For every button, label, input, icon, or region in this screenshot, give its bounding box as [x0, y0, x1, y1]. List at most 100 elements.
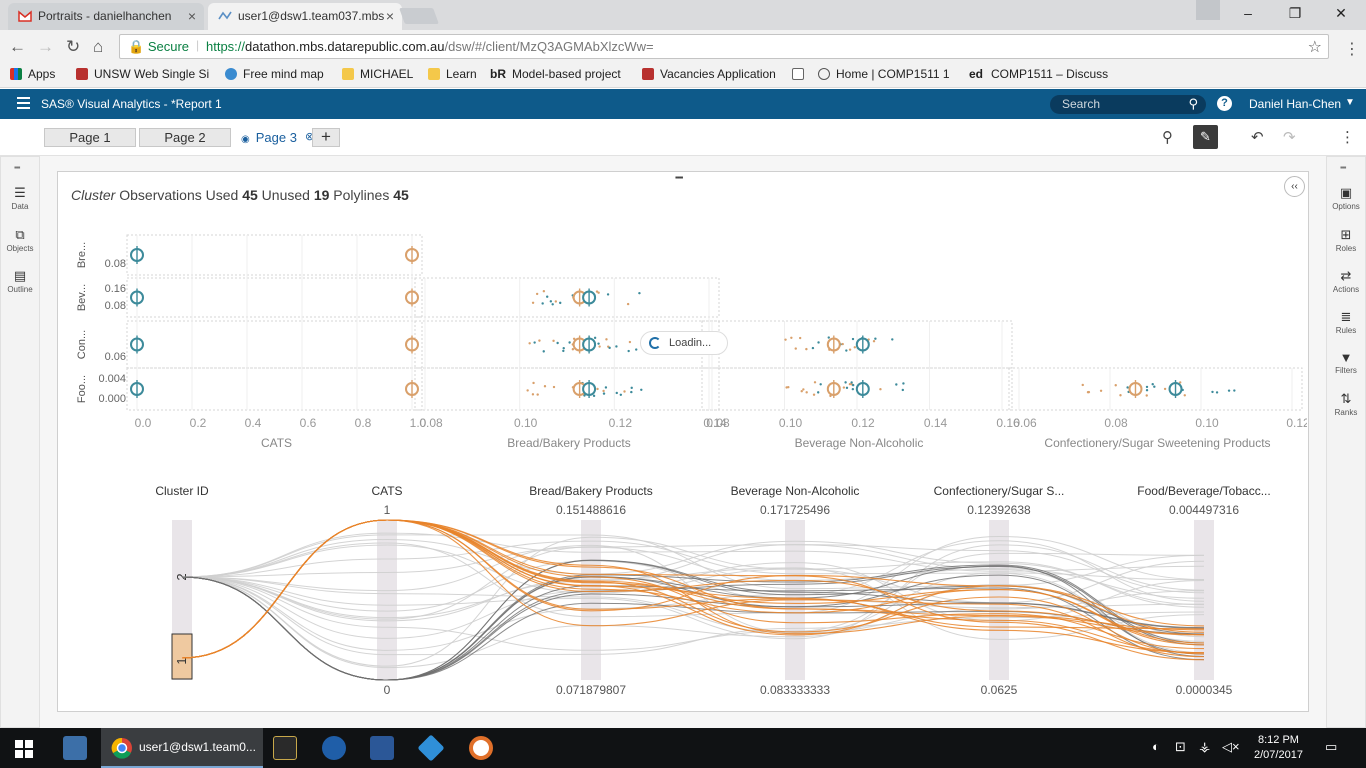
sas-search-input[interactable]: Search ⚲ [1050, 95, 1206, 114]
word-icon[interactable] [370, 736, 394, 760]
tab-title: Portraits - danielhanchen [38, 9, 172, 23]
redo-icon[interactable]: ↷ [1283, 129, 1296, 146]
data-point [605, 338, 608, 341]
rail-ranks[interactable]: ⇅ Ranks [1327, 391, 1365, 417]
rail-actions[interactable]: ⇄ Actions [1327, 268, 1365, 294]
search-icon[interactable]: ⚲ [1188, 96, 1198, 111]
folder-icon [428, 68, 440, 80]
browser-tab-dsw[interactable]: user1@dsw1.team037.mbs × [208, 3, 402, 30]
rail-outline[interactable]: ▤ Outline [1, 268, 39, 294]
data-point [615, 345, 618, 348]
bookmark-star-icon[interactable]: ☆ [1307, 39, 1322, 56]
data-point [552, 385, 556, 389]
bookmark-michael[interactable]: MICHAEL [342, 67, 413, 81]
polyline [181, 576, 1205, 634]
data-point [556, 341, 559, 345]
edit-mode-button[interactable]: ✎ [1193, 125, 1218, 149]
parallel-axis-bar [1194, 520, 1214, 680]
cluster-report-object[interactable] [57, 171, 1309, 712]
more-options-icon[interactable]: ⋮ [1340, 129, 1355, 146]
bookmark-label: Home | COMP1511 1 [836, 67, 950, 81]
data-point [872, 340, 876, 343]
bookmark-mindmap[interactable]: Free mind map [225, 67, 324, 81]
matrix-col-tick: 0.8 [355, 416, 372, 430]
data-point [845, 349, 848, 352]
app-title: SAS® Visual Analytics - *Report 1 [41, 97, 222, 111]
chevron-down-icon[interactable]: ▼ [1345, 97, 1355, 108]
bookmark-apps[interactable]: Apps [10, 67, 55, 81]
bookmark-comp1511[interactable]: Home | COMP1511 1 [818, 67, 950, 81]
url-text[interactable]: https://datathon.mbs.datarepublic.com.au… [206, 39, 654, 54]
browser-tab-gmail[interactable]: Portraits - danielhanchen × [8, 3, 204, 30]
search-placeholder: Search [1062, 97, 1101, 111]
data-point [1099, 389, 1103, 392]
bookmark-label: Learn [446, 67, 477, 81]
matrix-panel [126, 367, 423, 411]
bookmark-page[interactable] [792, 67, 810, 81]
gmail-icon [18, 10, 32, 22]
tab-page-1[interactable]: Page 1 [44, 128, 136, 147]
drag-handle-icon[interactable]: ▪▪▪▪ [675, 173, 683, 182]
rail-roles[interactable]: ⊞ Roles [1327, 227, 1365, 253]
profile-button[interactable] [1196, 0, 1220, 20]
add-page-button[interactable]: + [312, 128, 340, 147]
map-pin-icon[interactable]: ⚲ [1162, 129, 1173, 146]
tray-wifi-icon[interactable]: ⚶ [1199, 739, 1211, 754]
close-tab-icon[interactable]: × [187, 8, 196, 24]
help-icon[interactable]: ? [1217, 96, 1232, 111]
new-tab-button[interactable] [399, 8, 439, 24]
chrome-menu-icon[interactable]: ⋮ [1344, 41, 1360, 58]
close-page-icon[interactable]: ⊗ [305, 131, 315, 143]
taskbar-chrome-window[interactable]: user1@dsw1.team0... [101, 728, 263, 768]
forward-icon[interactable]: → [37, 37, 54, 56]
rail-objects[interactable]: ⧉ Objects [1, 227, 39, 253]
tray-ball-icon[interactable]: ◐ [1152, 739, 1160, 754]
close-tab-icon[interactable]: × [385, 8, 394, 24]
rail-data[interactable]: ☰ Data [1, 185, 39, 211]
rail-options[interactable]: ▣ Options [1327, 185, 1365, 211]
minimize-icon[interactable]: – [1244, 5, 1252, 21]
home-icon[interactable]: ⌂ [93, 37, 104, 56]
system-clock[interactable]: 8:12 PM 2/07/2017 [1254, 733, 1303, 763]
league-icon[interactable] [273, 736, 297, 760]
rail-filters[interactable]: ▼ Filters [1327, 350, 1365, 375]
parallel-axis-label: Food/Beverage/Tobacc... [1137, 484, 1270, 498]
bookmark-learn[interactable]: Learn [428, 67, 477, 81]
back-icon[interactable]: ← [9, 37, 26, 56]
bookmark-unsw[interactable]: UNSW Web Single Si [76, 67, 209, 81]
reload-icon[interactable]: ↻ [66, 37, 81, 56]
tab-page-2[interactable]: Page 2 [139, 128, 231, 147]
tray-network-icon[interactable]: ⊡ [1175, 739, 1186, 754]
bookmark-label: Apps [28, 67, 56, 81]
grip-icon[interactable]: ▪▪▪ [14, 163, 20, 172]
address-bar[interactable]: 🔒 Secure | https://datathon.mbs.datarepu… [119, 34, 1329, 59]
bookmark-discuss[interactable]: ed COMP1511 – Discuss [969, 67, 1108, 81]
notifications-icon[interactable]: ▭ [1325, 739, 1338, 754]
right-side-rail: ▪▪▪ ▣ Options ⊞ Roles ⇄ Actions ≣ Rules ▼ Fil… [1326, 156, 1366, 728]
windows-start-icon[interactable] [15, 740, 33, 758]
hamburger-menu-icon[interactable] [17, 97, 30, 112]
bookmark-model[interactable]: bR Model-based project [490, 67, 621, 81]
explorer-icon[interactable] [63, 736, 87, 760]
data-point [640, 388, 643, 391]
send-icon[interactable] [417, 734, 445, 762]
parallel-axis-min: 0.071879807 [556, 683, 626, 697]
data-point [541, 302, 544, 305]
user-name[interactable]: Daniel Han-Chen [1249, 97, 1342, 111]
secure-indicator[interactable]: 🔒 Secure [128, 39, 190, 54]
restore-icon[interactable]: ❐ [1288, 5, 1302, 21]
undo-icon[interactable]: ↶ [1251, 129, 1264, 146]
volume-icon[interactable]: ◁× [1222, 739, 1240, 754]
close-window-icon[interactable]: ✕ [1335, 5, 1347, 21]
tab-page-3[interactable]: ◉ Page 3 [241, 130, 297, 145]
rail-rules[interactable]: ≣ Rules [1327, 309, 1365, 335]
matrix-col-tick: 0.12 [1286, 416, 1307, 430]
grip-icon[interactable]: ▪▪▪ [1340, 163, 1346, 172]
bookmark-vacancies[interactable]: Vacancies Application [642, 67, 776, 81]
matrix-col-tick: 0.06 [1013, 416, 1037, 430]
data-point [844, 381, 847, 384]
mindmap-icon [225, 68, 237, 80]
app-circle-icon[interactable] [469, 736, 493, 760]
collapse-icon[interactable]: ‹‹ [1284, 176, 1305, 197]
r-icon[interactable] [322, 736, 346, 760]
